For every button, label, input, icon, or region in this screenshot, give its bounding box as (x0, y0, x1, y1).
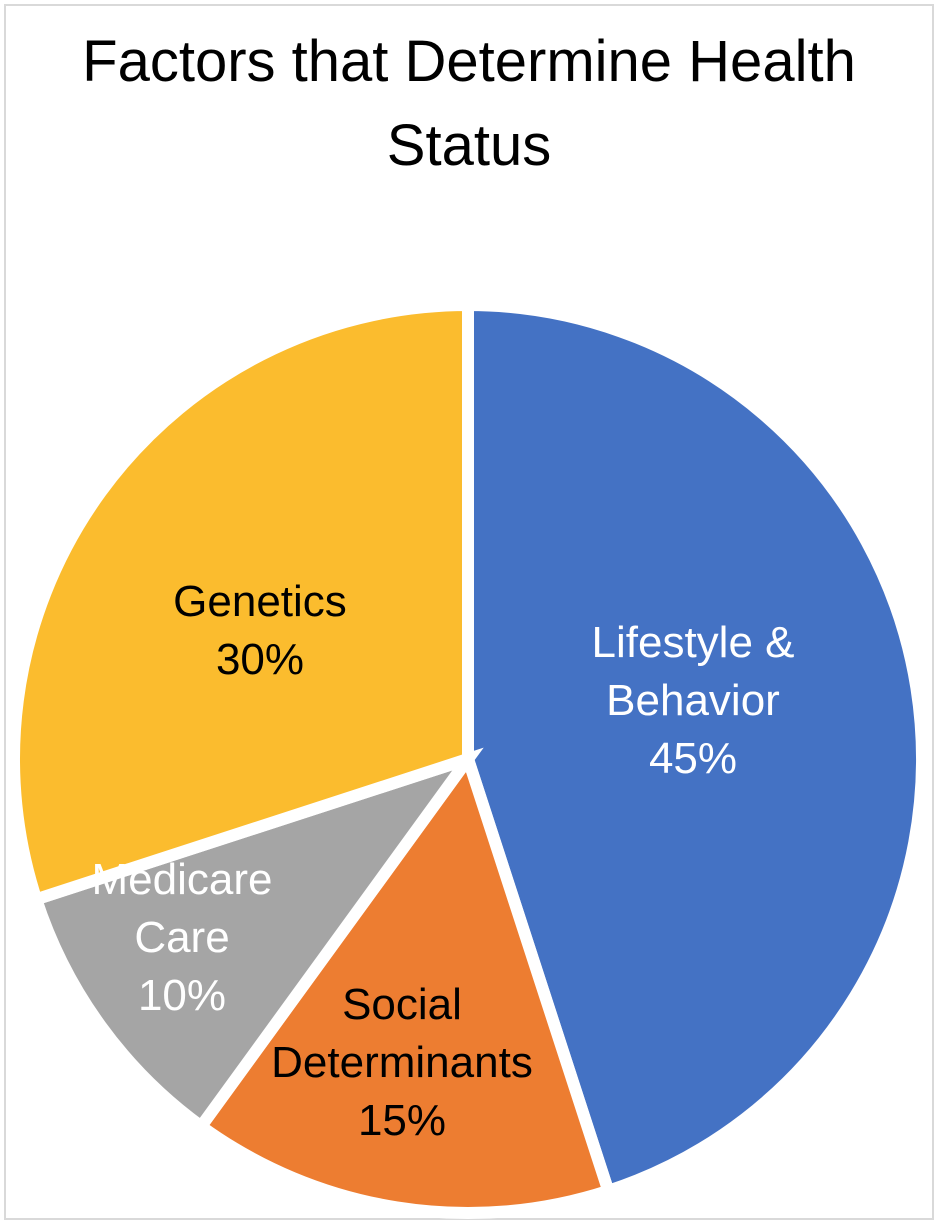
pie-slices (8, 298, 928, 1219)
data-label-value: 45% (649, 734, 737, 783)
data-label-value: 30% (216, 635, 304, 684)
data-label-value: 15% (358, 1096, 446, 1145)
data-label-category: Social (342, 980, 462, 1029)
chart-title: Factors that Determine Health Status (82, 29, 856, 178)
data-label-category: Care (134, 913, 229, 962)
data-label-medicare-care: Medicare Care 10% (92, 855, 273, 1020)
data-label-category: Genetics (173, 577, 347, 626)
data-label-lifestyle-behavior: Lifestyle & Behavior 45% (592, 618, 795, 783)
data-label-category: Behavior (606, 676, 780, 725)
data-label-genetics: Genetics 30% (173, 577, 347, 684)
data-label-category: Lifestyle & (592, 618, 795, 667)
data-label-category: Medicare (92, 855, 273, 904)
data-label-value: 10% (138, 971, 226, 1020)
pie-slice-lifestyle-behavior (462, 298, 928, 1199)
data-label-category: Determinants (271, 1038, 533, 1087)
pie-slice-social-determinants (192, 745, 616, 1219)
pie-labels: Lifestyle & Behavior 45% Social Determinants… (92, 577, 795, 1145)
pie-slice-genetics (8, 298, 474, 907)
pie-slice-medicare-care (28, 747, 484, 1135)
data-label-social-determinants: Social Determinants 15% (271, 980, 533, 1145)
